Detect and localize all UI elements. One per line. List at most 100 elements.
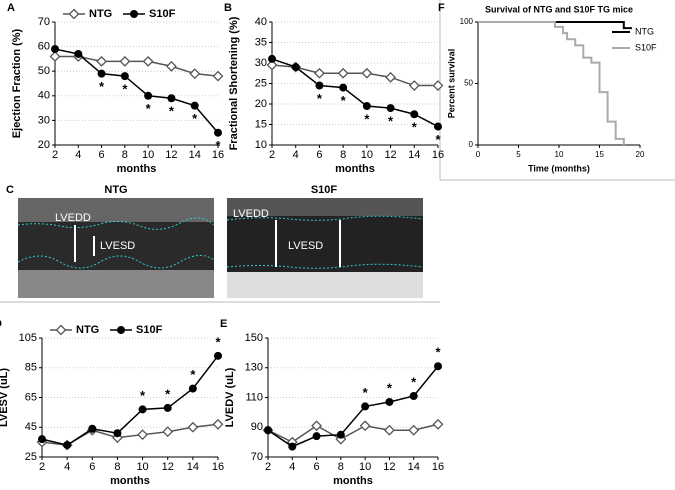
point <box>187 421 199 433</box>
x-tick-label: 12 <box>165 149 177 161</box>
point <box>88 424 97 433</box>
point <box>63 441 72 450</box>
x-tick-label: 6 <box>89 461 95 473</box>
y-tick-label: 35 <box>255 36 267 48</box>
x-tick-label: 2 <box>269 149 275 161</box>
measure-label: LVESD <box>100 240 135 252</box>
point <box>212 70 224 82</box>
x-axis-label: months <box>335 163 375 175</box>
point <box>291 63 300 72</box>
significance-mark: * <box>387 380 393 395</box>
point <box>384 424 395 436</box>
point <box>113 429 122 438</box>
significance-mark: * <box>165 386 171 401</box>
x-tick-label: 10 <box>136 461 148 473</box>
point <box>74 49 83 58</box>
series-line <box>54 48 219 134</box>
x-tick-label: 8 <box>340 149 346 161</box>
point <box>386 104 395 113</box>
y-tick-label: 60 <box>38 41 50 53</box>
point <box>314 67 325 79</box>
y-tick-label: 30 <box>255 57 267 69</box>
y-tick-label: 110 <box>245 391 263 403</box>
significance-mark: * <box>411 374 417 389</box>
significance-mark: * <box>215 334 221 349</box>
x-tick-label: 16 <box>432 461 444 473</box>
x-tick-label: 4 <box>75 149 81 161</box>
x-tick-label: 12 <box>162 461 174 473</box>
significance-mark: * <box>215 138 221 153</box>
y-tick-label: 10 <box>255 139 267 151</box>
x-tick-label: 6 <box>99 149 105 161</box>
x-tick-label: 16 <box>212 149 224 161</box>
point <box>337 67 349 79</box>
point <box>288 442 297 451</box>
y-tick-label: 30 <box>38 114 50 126</box>
x-axis-label: months <box>110 475 150 487</box>
point <box>434 362 442 371</box>
echo-image <box>226 198 424 298</box>
panel-letter: F <box>438 2 445 14</box>
point <box>142 55 154 67</box>
x-axis-label: months <box>117 163 157 175</box>
point <box>120 72 129 81</box>
significance-mark: * <box>190 367 196 382</box>
significance-mark: * <box>169 104 175 119</box>
point <box>214 128 222 137</box>
significance-mark: * <box>412 120 418 135</box>
measure-label: LVEDD <box>233 208 269 220</box>
panel-letter: B <box>224 2 232 14</box>
y-tick-label: 25 <box>25 451 37 463</box>
point <box>361 402 370 411</box>
legend-label: S10F <box>635 42 657 52</box>
y-tick-label: 50 <box>464 79 473 88</box>
x-axis-label: Time (months) <box>528 163 590 173</box>
y-tick-label: 0 <box>469 140 474 149</box>
measure-label: LVEDD <box>55 212 91 224</box>
legend-marker <box>55 324 67 336</box>
significance-mark: * <box>363 385 369 400</box>
y-tick-label: 150 <box>245 332 263 344</box>
y-axis-label: Ejection Fraction (%) <box>11 28 23 138</box>
point <box>51 45 59 54</box>
point <box>144 91 153 100</box>
series-line <box>478 21 625 145</box>
chart-title: Survival of NTG and S10F TG mice <box>485 4 633 14</box>
y-axis-label: Fractional Shortening (%) <box>228 16 240 150</box>
legend-marker <box>130 10 138 18</box>
point <box>138 405 147 414</box>
x-tick-label: 15 <box>595 150 604 159</box>
panel-letter: C <box>6 184 14 196</box>
point <box>311 420 322 432</box>
legend-label: S10F <box>149 8 176 20</box>
y-tick-label: 15 <box>255 118 267 130</box>
significance-mark: * <box>192 111 198 126</box>
point <box>432 80 444 91</box>
x-tick-label: 10 <box>142 149 154 161</box>
y-tick-label: 40 <box>38 90 50 102</box>
x-tick-label: 8 <box>114 461 120 473</box>
y-tick-label: 105 <box>19 332 37 344</box>
point <box>408 424 420 436</box>
y-tick-label: 50 <box>38 65 50 77</box>
x-tick-label: 0 <box>476 150 481 159</box>
y-tick-label: 130 <box>245 362 263 374</box>
panel-letter: A <box>7 2 15 14</box>
point <box>268 54 276 63</box>
point <box>266 59 278 71</box>
point <box>312 432 321 441</box>
y-axis-label: LVEDV (uL) <box>224 367 236 427</box>
x-tick-label: 14 <box>187 461 199 473</box>
y-tick-label: 25 <box>255 77 267 89</box>
point <box>137 429 148 441</box>
y-tick-label: 20 <box>38 139 50 151</box>
x-tick-label: 12 <box>384 149 396 161</box>
x-tick-label: 14 <box>408 461 420 473</box>
y-tick-label: 20 <box>255 98 267 110</box>
significance-mark: * <box>146 101 152 116</box>
y-tick-label: 65 <box>25 391 37 403</box>
image-title: NTG <box>104 184 127 196</box>
point <box>434 122 442 131</box>
y-tick-label: 70 <box>38 16 50 28</box>
x-tick-label: 2 <box>39 461 45 473</box>
